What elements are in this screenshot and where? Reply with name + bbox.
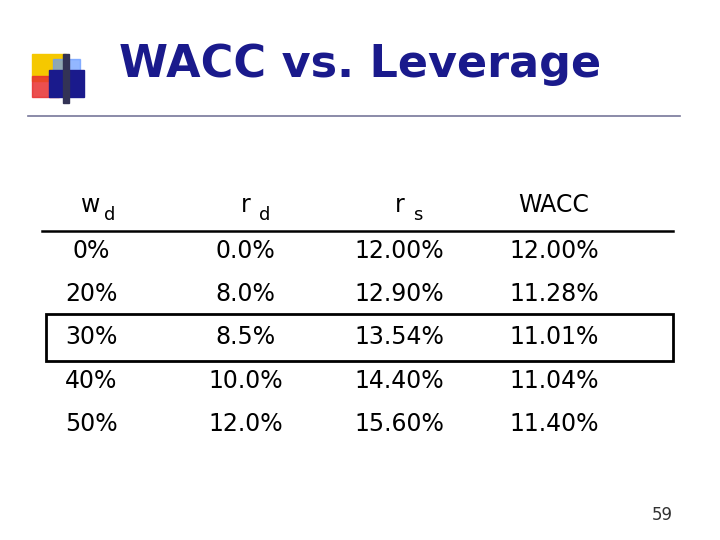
Text: 11.40%: 11.40% (509, 412, 598, 436)
Text: 8.5%: 8.5% (215, 326, 276, 349)
FancyBboxPatch shape (32, 76, 58, 97)
Text: s: s (413, 206, 422, 224)
Text: 11.01%: 11.01% (509, 326, 598, 349)
Text: WACC vs. Leverage: WACC vs. Leverage (120, 43, 601, 86)
Text: 12.0%: 12.0% (208, 412, 283, 436)
Text: w: w (81, 193, 101, 217)
Text: 0.0%: 0.0% (215, 239, 275, 263)
Text: 0%: 0% (73, 239, 110, 263)
Text: 12.00%: 12.00% (509, 239, 598, 263)
FancyBboxPatch shape (63, 53, 69, 103)
Text: 12.90%: 12.90% (355, 282, 444, 306)
Text: 11.04%: 11.04% (509, 369, 598, 393)
Text: 13.54%: 13.54% (355, 326, 444, 349)
Text: 11.28%: 11.28% (509, 282, 598, 306)
Text: WACC: WACC (518, 193, 589, 217)
Text: 20%: 20% (65, 282, 117, 306)
Text: 50%: 50% (65, 412, 117, 436)
Text: 15.60%: 15.60% (355, 412, 444, 436)
Text: d: d (104, 206, 116, 224)
Text: r: r (395, 193, 405, 217)
Text: r: r (240, 193, 251, 217)
Text: d: d (258, 206, 270, 224)
Text: 12.00%: 12.00% (355, 239, 444, 263)
Text: 14.40%: 14.40% (355, 369, 444, 393)
FancyBboxPatch shape (49, 71, 84, 97)
Text: 40%: 40% (65, 369, 117, 393)
FancyBboxPatch shape (53, 59, 80, 79)
Text: 8.0%: 8.0% (215, 282, 275, 306)
Text: 10.0%: 10.0% (208, 369, 283, 393)
FancyBboxPatch shape (32, 54, 66, 81)
Text: 59: 59 (652, 506, 673, 524)
Text: 30%: 30% (65, 326, 117, 349)
